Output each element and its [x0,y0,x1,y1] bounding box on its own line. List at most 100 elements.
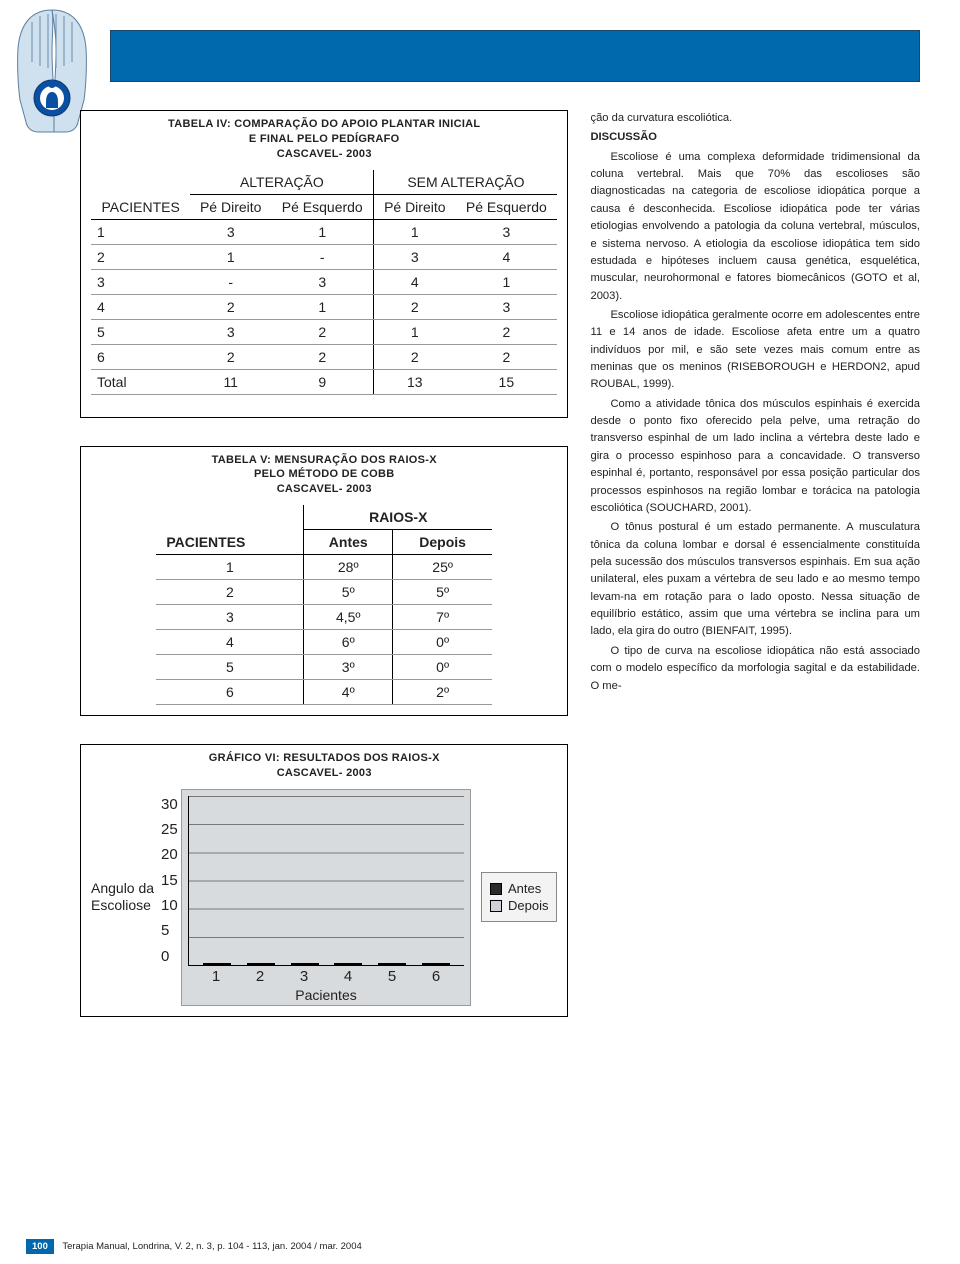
bar [305,963,319,965]
xtick: 1 [199,968,233,985]
ytick: 15 [161,872,178,889]
table4: PACIENTES ALTERAÇÃO SEM ALTERAÇÃO Pé Dir… [91,170,557,395]
bar [261,963,275,965]
page-number: 100 [26,1239,54,1254]
table4-title-1: TABELA IV: COMPARAÇÃO DO APOIO PLANTAR I… [168,118,480,130]
bar [291,963,305,965]
legend-depois: Depois [490,898,548,913]
table-row-total: Total1191315 [91,369,557,394]
xtick: 6 [419,968,453,985]
ytick: 25 [161,821,178,838]
chart-bars [189,796,464,965]
bar [378,963,392,965]
para-2: Escoliose idiopática geralmente ocorre e… [590,307,920,394]
bar-pair [288,963,322,965]
table-row: 13113 [91,219,557,244]
chart-plot-box: 302520151050 123456 Pacientes [181,789,471,1006]
table-row: 128º25º [156,555,492,580]
header-band [110,30,920,82]
footer-citation: Terapia Manual, Londrina, V. 2, n. 3, p.… [62,1241,361,1252]
spacer [80,428,568,436]
bar [348,963,362,965]
bar-pair [375,963,409,965]
bar-pair [331,963,365,965]
bar-pair [419,963,453,965]
t5-sub-antes: Antes [304,530,393,555]
swatch-depois [490,900,502,912]
t4-sub-s-pe: Pé Esquerdo [455,194,557,219]
xtick: 4 [331,968,365,985]
bar [392,963,406,965]
t4-h-sem: SEM ALTERAÇÃO [374,170,558,195]
ylabel-1: Angulo da [91,880,154,896]
ytick: 10 [161,897,178,914]
bar [247,963,261,965]
text-cont: ção da curvatura escoliótica. [590,110,920,127]
t4-h-alt: ALTERAÇÃO [190,170,374,195]
chart-legend: Antes Depois [481,872,557,922]
legend-label-depois: Depois [508,898,548,913]
bar [422,963,436,965]
right-column: ção da curvatura escoliótica. DISCUSSÃO … [590,110,920,1214]
chart6-title-1: GRÁFICO VI: RESULTADOS DOS RAIOS-X [209,752,440,764]
chart6-box: GRÁFICO VI: RESULTADOS DOS RAIOS-X CASCA… [80,744,568,1017]
para-1: Escoliose é uma complexa deformidade tri… [590,149,920,305]
table-row: 62222 [91,344,557,369]
t4-sub-a-pe: Pé Esquerdo [271,194,374,219]
table-row: 53212 [91,319,557,344]
table5-title-1: TABELA V: MENSURAÇÃO DOS RAIOS-X [212,454,437,466]
page-body: TABELA IV: COMPARAÇÃO DO APOIO PLANTAR I… [80,110,920,1214]
spacer [80,726,568,734]
chart6-title-2: CASCAVEL- 2003 [277,767,372,779]
table4-title-3: CASCAVEL- 2003 [277,148,372,160]
table5: PACIENTES RAIOS-X Antes Depois 128º25º25… [156,505,492,705]
discussao-heading: DISCUSSÃO [590,129,920,146]
table4-title-2: E FINAL PELO PEDÍGRAFO [249,133,400,145]
table-row: 64º2º [156,680,492,705]
xtick: 3 [287,968,321,985]
t5-h-pacientes: PACIENTES [156,505,304,555]
footer: 100 Terapia Manual, Londrina, V. 2, n. 3… [0,1239,960,1254]
bar [334,963,348,965]
table-row: 25º5º [156,580,492,605]
left-column: TABELA IV: COMPARAÇÃO DO APOIO PLANTAR I… [80,110,568,1214]
t5-h-raiosx: RAIOS-X [304,505,492,530]
ytick: 20 [161,846,178,863]
bar-pair [244,963,278,965]
t4-h-pacientes: PACIENTES [91,170,190,220]
t4-sub-s-pd: Pé Direito [374,194,455,219]
xtick: 2 [243,968,277,985]
xtick: 5 [375,968,409,985]
legend-antes: Antes [490,881,548,896]
ytick: 30 [161,796,178,813]
table5-box: TABELA V: MENSURAÇÃO DOS RAIOS-X PELO MÉ… [80,446,568,717]
para-4: O tônus postural é um estado permanente.… [590,519,920,641]
bar [203,963,217,965]
bar [217,963,231,965]
para-5: O tipo de curva na escoliose idiopática … [590,643,920,695]
chart-xtitle: Pacientes [188,987,464,1003]
swatch-antes [490,883,502,895]
ylabel-2: Escoliose [91,897,151,913]
chart-ylabel: Angulo da Escoliose [91,880,171,915]
table4-box: TABELA IV: COMPARAÇÃO DO APOIO PLANTAR I… [80,110,568,418]
ytick: 0 [161,948,178,965]
table5-title-3: CASCAVEL- 2003 [277,483,372,495]
legend-label-antes: Antes [508,881,541,896]
t5-sub-depois: Depois [393,530,493,555]
chart-plot: 302520151050 [188,796,464,966]
bar [436,963,450,965]
table-row: 34,5º7º [156,605,492,630]
table-row: 42123 [91,294,557,319]
ytick: 5 [161,922,178,939]
para-3: Como a atividade tônica dos músculos esp… [590,396,920,518]
bar-pair [200,963,234,965]
chart-xticks: 123456 [188,966,464,985]
table-row: 46º0º [156,630,492,655]
chart-yticks: 30 25 20 15 10 5 0 [161,796,178,965]
table-row: 53º0º [156,655,492,680]
table5-title-2: PELO MÉTODO DE COBB [254,468,395,480]
t4-sub-a-pd: Pé Direito [190,194,271,219]
table-row: 3-341 [91,269,557,294]
table-row: 21-34 [91,244,557,269]
